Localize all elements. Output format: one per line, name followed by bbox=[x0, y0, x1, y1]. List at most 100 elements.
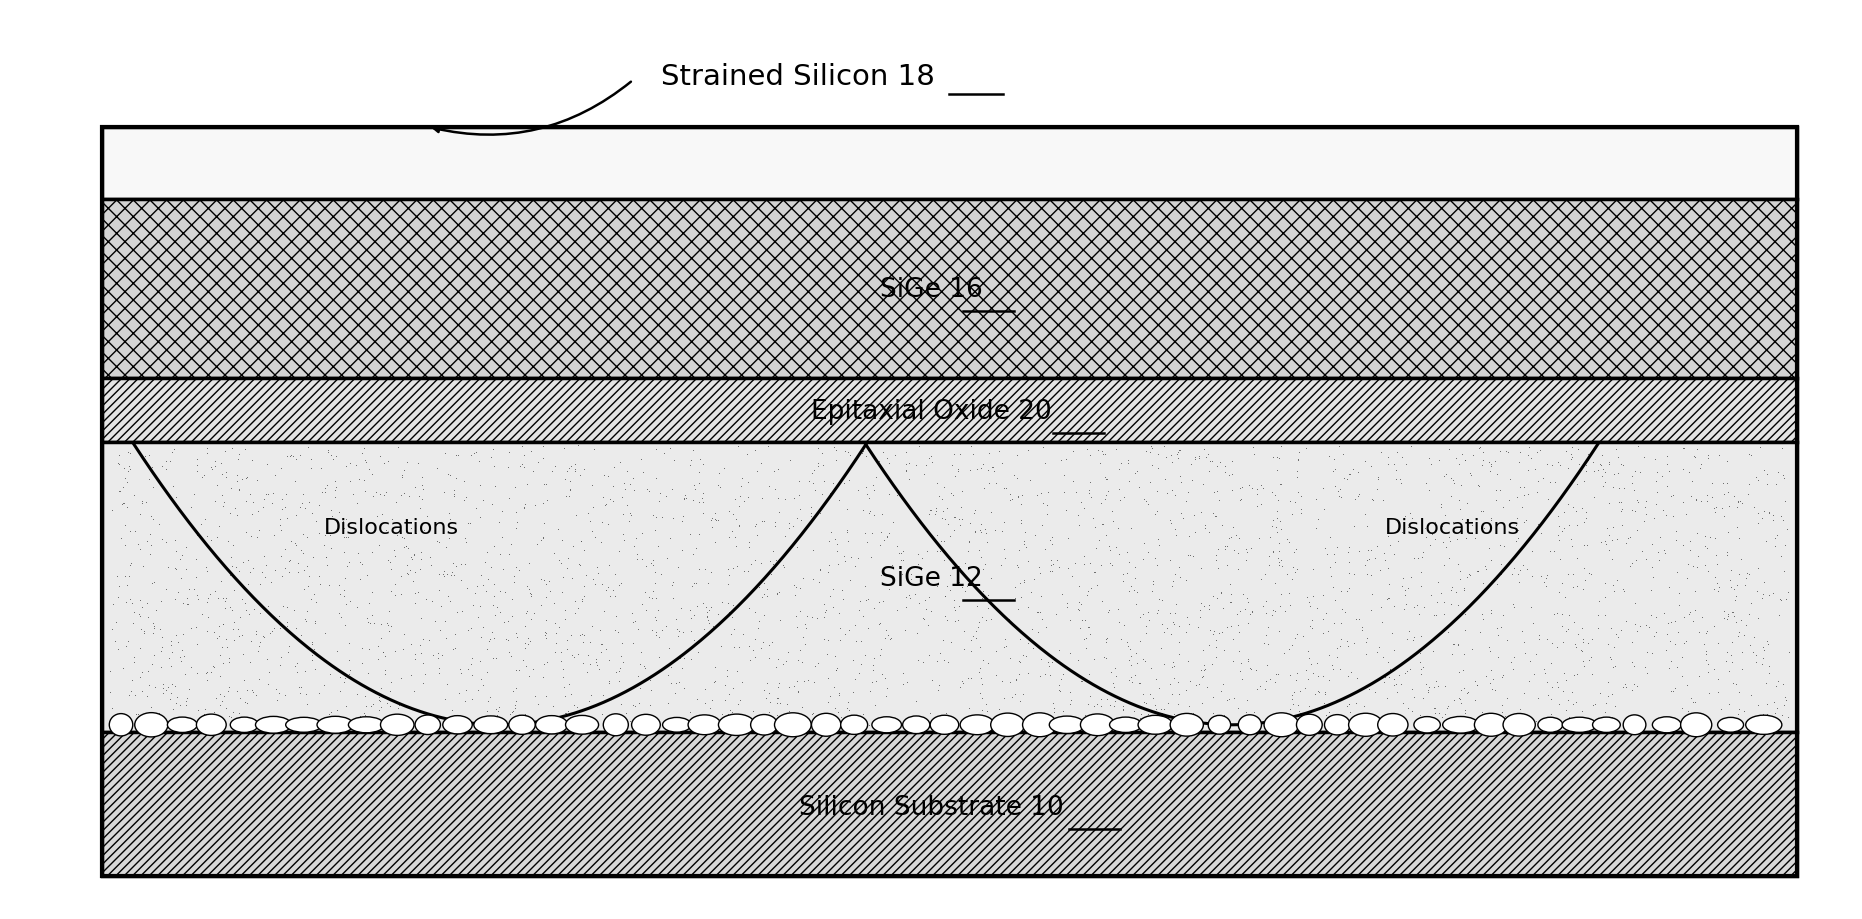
Point bbox=[933, 516, 963, 531]
Point bbox=[1512, 562, 1542, 577]
Point bbox=[1769, 698, 1799, 713]
Point bbox=[555, 482, 585, 497]
Point bbox=[1532, 458, 1562, 472]
Point bbox=[393, 558, 423, 573]
Point bbox=[510, 641, 540, 655]
Point bbox=[192, 596, 222, 610]
Point bbox=[1450, 453, 1480, 468]
Point bbox=[1413, 685, 1443, 699]
Point bbox=[179, 487, 209, 502]
Point bbox=[436, 568, 466, 583]
Point bbox=[292, 687, 322, 702]
Point bbox=[553, 461, 583, 476]
Point bbox=[644, 494, 674, 509]
Point bbox=[289, 546, 318, 561]
Point bbox=[1456, 468, 1486, 482]
Point bbox=[851, 481, 881, 495]
Point bbox=[1413, 482, 1443, 497]
Point bbox=[523, 456, 553, 471]
Point bbox=[1352, 630, 1382, 645]
Point bbox=[1603, 482, 1633, 496]
Point bbox=[795, 712, 825, 727]
Point bbox=[823, 557, 853, 572]
Point bbox=[1151, 450, 1181, 465]
Point bbox=[1024, 605, 1054, 619]
Point bbox=[1348, 698, 1378, 713]
Point bbox=[1153, 621, 1182, 636]
Text: Epitaxial Oxide 20: Epitaxial Oxide 20 bbox=[810, 399, 1052, 425]
Point bbox=[439, 568, 469, 583]
Point bbox=[1724, 494, 1754, 508]
Point bbox=[130, 627, 160, 641]
Point bbox=[270, 542, 300, 557]
Point bbox=[350, 688, 380, 703]
Point bbox=[618, 539, 648, 554]
Point bbox=[853, 487, 883, 502]
Point bbox=[1225, 664, 1255, 679]
Point bbox=[1484, 483, 1514, 498]
Point bbox=[1469, 612, 1499, 627]
Point bbox=[1449, 583, 1478, 597]
Point bbox=[605, 576, 635, 591]
Point bbox=[222, 684, 251, 698]
Ellipse shape bbox=[991, 713, 1024, 737]
Point bbox=[1125, 675, 1154, 690]
Point bbox=[423, 646, 452, 661]
Point bbox=[156, 677, 186, 692]
Point bbox=[1292, 672, 1322, 686]
Point bbox=[907, 550, 937, 565]
Point bbox=[1644, 545, 1674, 560]
Point bbox=[1525, 443, 1555, 458]
Point bbox=[1477, 513, 1506, 528]
Point bbox=[961, 624, 991, 639]
Point bbox=[1521, 714, 1551, 729]
Point bbox=[1668, 610, 1698, 625]
Point bbox=[1693, 564, 1722, 579]
Text: Dislocations: Dislocations bbox=[1385, 517, 1519, 538]
Point bbox=[1292, 716, 1322, 731]
Point bbox=[864, 454, 894, 469]
Point bbox=[132, 664, 162, 679]
Point bbox=[155, 691, 184, 706]
Point bbox=[259, 620, 289, 635]
Point bbox=[901, 626, 931, 641]
Point bbox=[877, 631, 907, 646]
Point bbox=[1430, 540, 1460, 555]
Point bbox=[1719, 609, 1748, 624]
Point bbox=[1082, 578, 1112, 593]
Point bbox=[540, 616, 570, 630]
Point bbox=[1573, 453, 1603, 468]
Point bbox=[1398, 690, 1428, 705]
Point bbox=[400, 481, 430, 495]
Point bbox=[1216, 482, 1246, 497]
Point bbox=[97, 701, 127, 716]
Point bbox=[149, 676, 179, 691]
Point bbox=[1203, 494, 1233, 508]
Point bbox=[1523, 516, 1553, 531]
Point bbox=[134, 548, 164, 562]
Point bbox=[650, 446, 680, 460]
Point bbox=[622, 531, 652, 546]
Point bbox=[1095, 539, 1125, 554]
Point bbox=[1544, 519, 1573, 534]
Point bbox=[205, 698, 235, 713]
Point bbox=[501, 681, 531, 696]
Point bbox=[817, 582, 847, 596]
Point bbox=[236, 683, 266, 698]
Point bbox=[1594, 496, 1624, 511]
Point bbox=[1445, 573, 1475, 587]
Point bbox=[531, 630, 560, 645]
Point bbox=[1309, 696, 1339, 710]
Point bbox=[1378, 457, 1408, 471]
Point bbox=[503, 630, 533, 644]
Point bbox=[1091, 630, 1121, 645]
Point bbox=[825, 621, 855, 636]
Point bbox=[143, 706, 173, 720]
Point bbox=[253, 652, 283, 667]
Point bbox=[575, 657, 605, 672]
Point bbox=[1478, 672, 1508, 686]
Point bbox=[870, 671, 899, 686]
Point bbox=[423, 652, 452, 666]
Point bbox=[970, 557, 1000, 572]
Point bbox=[1471, 560, 1501, 574]
